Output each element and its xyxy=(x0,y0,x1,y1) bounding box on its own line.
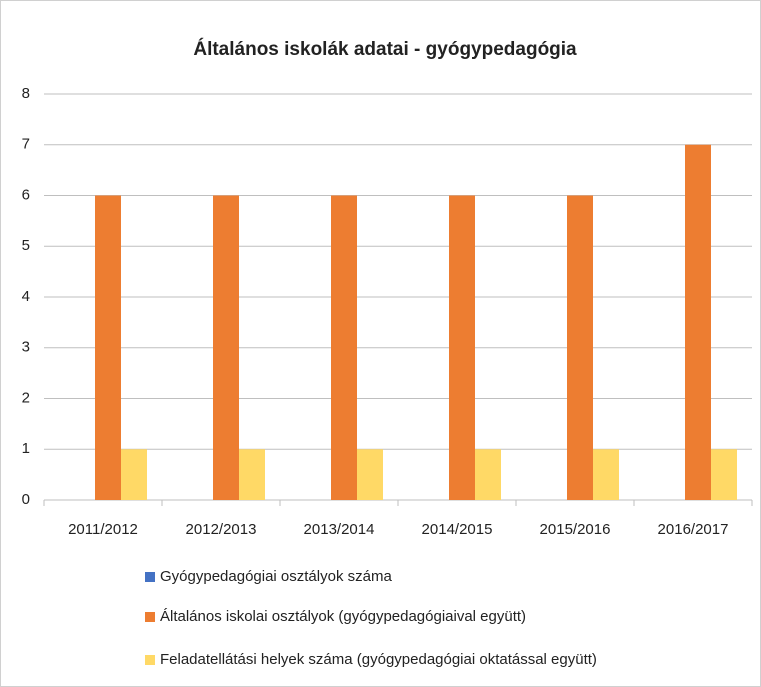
bar xyxy=(331,195,357,500)
y-tick-label: 6 xyxy=(22,186,30,203)
bar xyxy=(95,195,121,500)
chart-title: Általános iskolák adatai - gyógypedagógi… xyxy=(193,38,577,60)
legend-swatch xyxy=(145,572,155,582)
x-tick-label: 2015/2016 xyxy=(540,521,611,538)
y-tick-label: 0 xyxy=(22,491,30,508)
x-tick-label: 2013/2014 xyxy=(304,521,375,538)
y-tick-label: 7 xyxy=(22,136,30,153)
bar xyxy=(593,449,619,500)
y-tick-label: 3 xyxy=(22,339,30,356)
legend-label: Feladatellátási helyek száma (gyógypedag… xyxy=(160,651,597,668)
y-tick-label: 2 xyxy=(22,389,30,406)
bar xyxy=(239,449,265,500)
bar xyxy=(121,449,147,500)
bar xyxy=(357,449,383,500)
y-tick-label: 1 xyxy=(22,440,30,457)
legend-swatch xyxy=(145,612,155,622)
y-tick-label: 4 xyxy=(22,288,30,305)
x-tick-label: 2011/2012 xyxy=(68,521,138,538)
y-tick-label: 8 xyxy=(22,85,30,102)
legend-label: Gyógypedagógiai osztályok száma xyxy=(160,568,392,585)
x-tick-label: 2014/2015 xyxy=(422,521,493,538)
bar xyxy=(475,449,501,500)
legend-swatch xyxy=(145,655,155,665)
x-tick-label: 2012/2013 xyxy=(186,521,257,538)
x-tick-label: 2016/2017 xyxy=(658,521,729,538)
bar xyxy=(567,195,593,500)
bar xyxy=(685,144,711,500)
y-tick-label: 5 xyxy=(22,237,30,254)
legend-label: Általános iskolai osztályok (gyógypedagó… xyxy=(160,608,526,625)
bar xyxy=(449,195,475,500)
bar xyxy=(711,449,737,500)
bar xyxy=(213,195,239,500)
